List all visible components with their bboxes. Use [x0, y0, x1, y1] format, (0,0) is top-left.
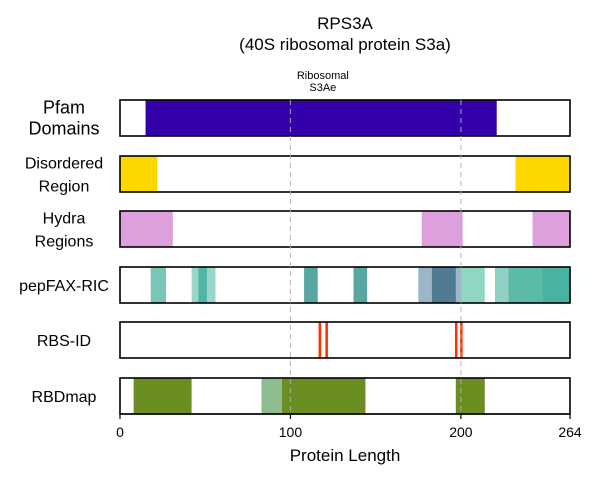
segment-pfam [145, 100, 497, 136]
segment-rbdmap [281, 378, 366, 414]
track-label: Disordered [25, 156, 103, 173]
grid-group [289, 100, 462, 414]
segment-rbsid [460, 322, 463, 358]
segment-rbdmap [261, 378, 282, 414]
track-label: Region [39, 179, 90, 196]
segment-rbsid [325, 322, 328, 358]
track-disorder: Disordered Region [25, 155, 571, 196]
segment-rbsid [318, 322, 322, 358]
x-tick-label: 100 [279, 424, 303, 440]
track-label: Pfam [43, 98, 85, 118]
segment-pepfax [542, 267, 570, 303]
segment-hydra [421, 211, 463, 247]
segment-disorder [515, 156, 570, 192]
track-label: pepFAX-RIC [19, 278, 109, 295]
x-tick-label: 0 [116, 424, 124, 440]
track-label: Domains [28, 119, 99, 139]
segment-hydra [532, 211, 570, 247]
track-label: RBS-ID [37, 333, 91, 350]
track-background [120, 211, 570, 247]
track-label: RBDmap [32, 389, 97, 406]
segment-pepfax [495, 267, 570, 303]
track-hydra: Hydra Regions [35, 210, 571, 251]
track-rbdmap: RBDmap [32, 377, 571, 415]
track-rbsid: RBS-ID [37, 321, 571, 359]
track-border [119, 99, 571, 137]
chart-title: RPS3A [317, 14, 373, 33]
x-tick-label: 200 [449, 424, 473, 440]
segment-pepfax [304, 267, 318, 303]
segment-pepfax [460, 267, 485, 303]
segment-pepfax [431, 267, 456, 303]
track-border [119, 155, 571, 193]
segment-rbdmap [455, 378, 485, 414]
x-tick-label: 264 [558, 424, 582, 440]
chart-subtitle: (40S ribosomal protein S3a) [239, 35, 451, 54]
track-background [120, 156, 570, 192]
segment-disorder [120, 156, 158, 192]
segment-pepfax [198, 267, 207, 303]
track-border [119, 321, 571, 359]
x-axis: 0 100 200 264 [116, 413, 582, 440]
track-border [119, 210, 571, 248]
track-background [120, 322, 570, 358]
annotation-label: Ribosomal [297, 70, 349, 82]
segment-pepfax [150, 267, 167, 303]
segment-pepfax [508, 267, 570, 303]
track-label: Regions [35, 234, 94, 251]
x-axis-label: Protein Length [290, 446, 401, 465]
track-border [119, 266, 571, 304]
track-label: Hydra [43, 211, 86, 228]
segment-hydra [120, 211, 173, 247]
track-pepfax: pepFAX-RIC [19, 266, 571, 304]
segment-pepfax [353, 267, 368, 303]
annotation-label: S3Ae [309, 82, 336, 94]
segment-rbdmap [133, 378, 192, 414]
segment-rbsid [454, 322, 458, 358]
